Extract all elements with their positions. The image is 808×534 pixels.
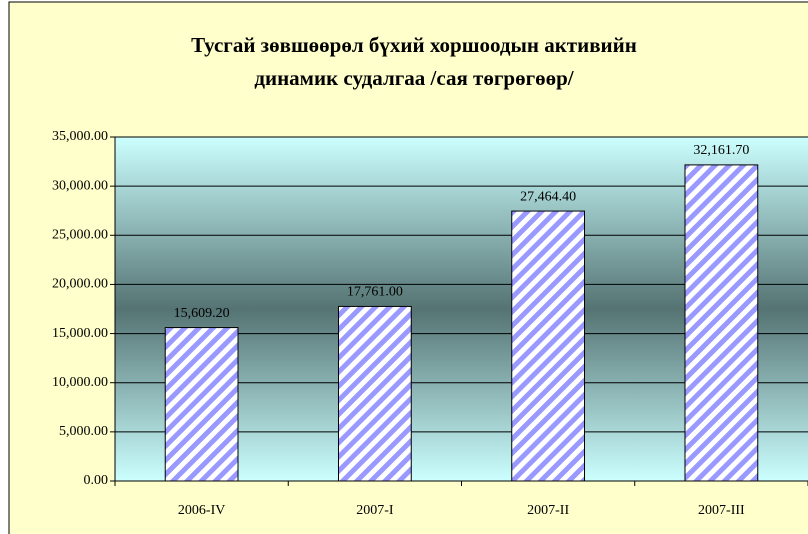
y-tick-label: 25,000.00: [52, 228, 108, 243]
chart-title: Тусгай зөвшөөрөл бүхий хоршоодын активий…: [191, 33, 637, 57]
bar: [684, 164, 759, 482]
x-tick-label: 2006-IV: [178, 503, 225, 518]
y-tick-label: 5,000.00: [59, 424, 108, 439]
x-tick-label: 2007-I: [356, 503, 394, 518]
y-tick-label: 15,000.00: [52, 326, 108, 341]
y-tick-label: 0.00: [84, 473, 109, 488]
value-label: 15,609.20: [174, 306, 230, 321]
value-label: 27,464.40: [520, 189, 576, 204]
y-tick-label: 35,000.00: [52, 129, 108, 144]
value-label: 17,761.00: [347, 285, 403, 300]
y-tick-label: 30,000.00: [52, 178, 108, 193]
chart-title: динамик судалгаа /сая төгрөгөөр/: [254, 66, 574, 90]
y-tick-label: 10,000.00: [52, 375, 108, 390]
bar: [337, 305, 412, 482]
x-tick-label: 2007-III: [698, 503, 745, 518]
value-label: 32,161.70: [693, 143, 749, 158]
y-tick-label: 20,000.00: [52, 277, 108, 292]
bar: [164, 327, 239, 482]
bar: [511, 210, 586, 482]
x-tick-label: 2007-II: [527, 503, 569, 518]
